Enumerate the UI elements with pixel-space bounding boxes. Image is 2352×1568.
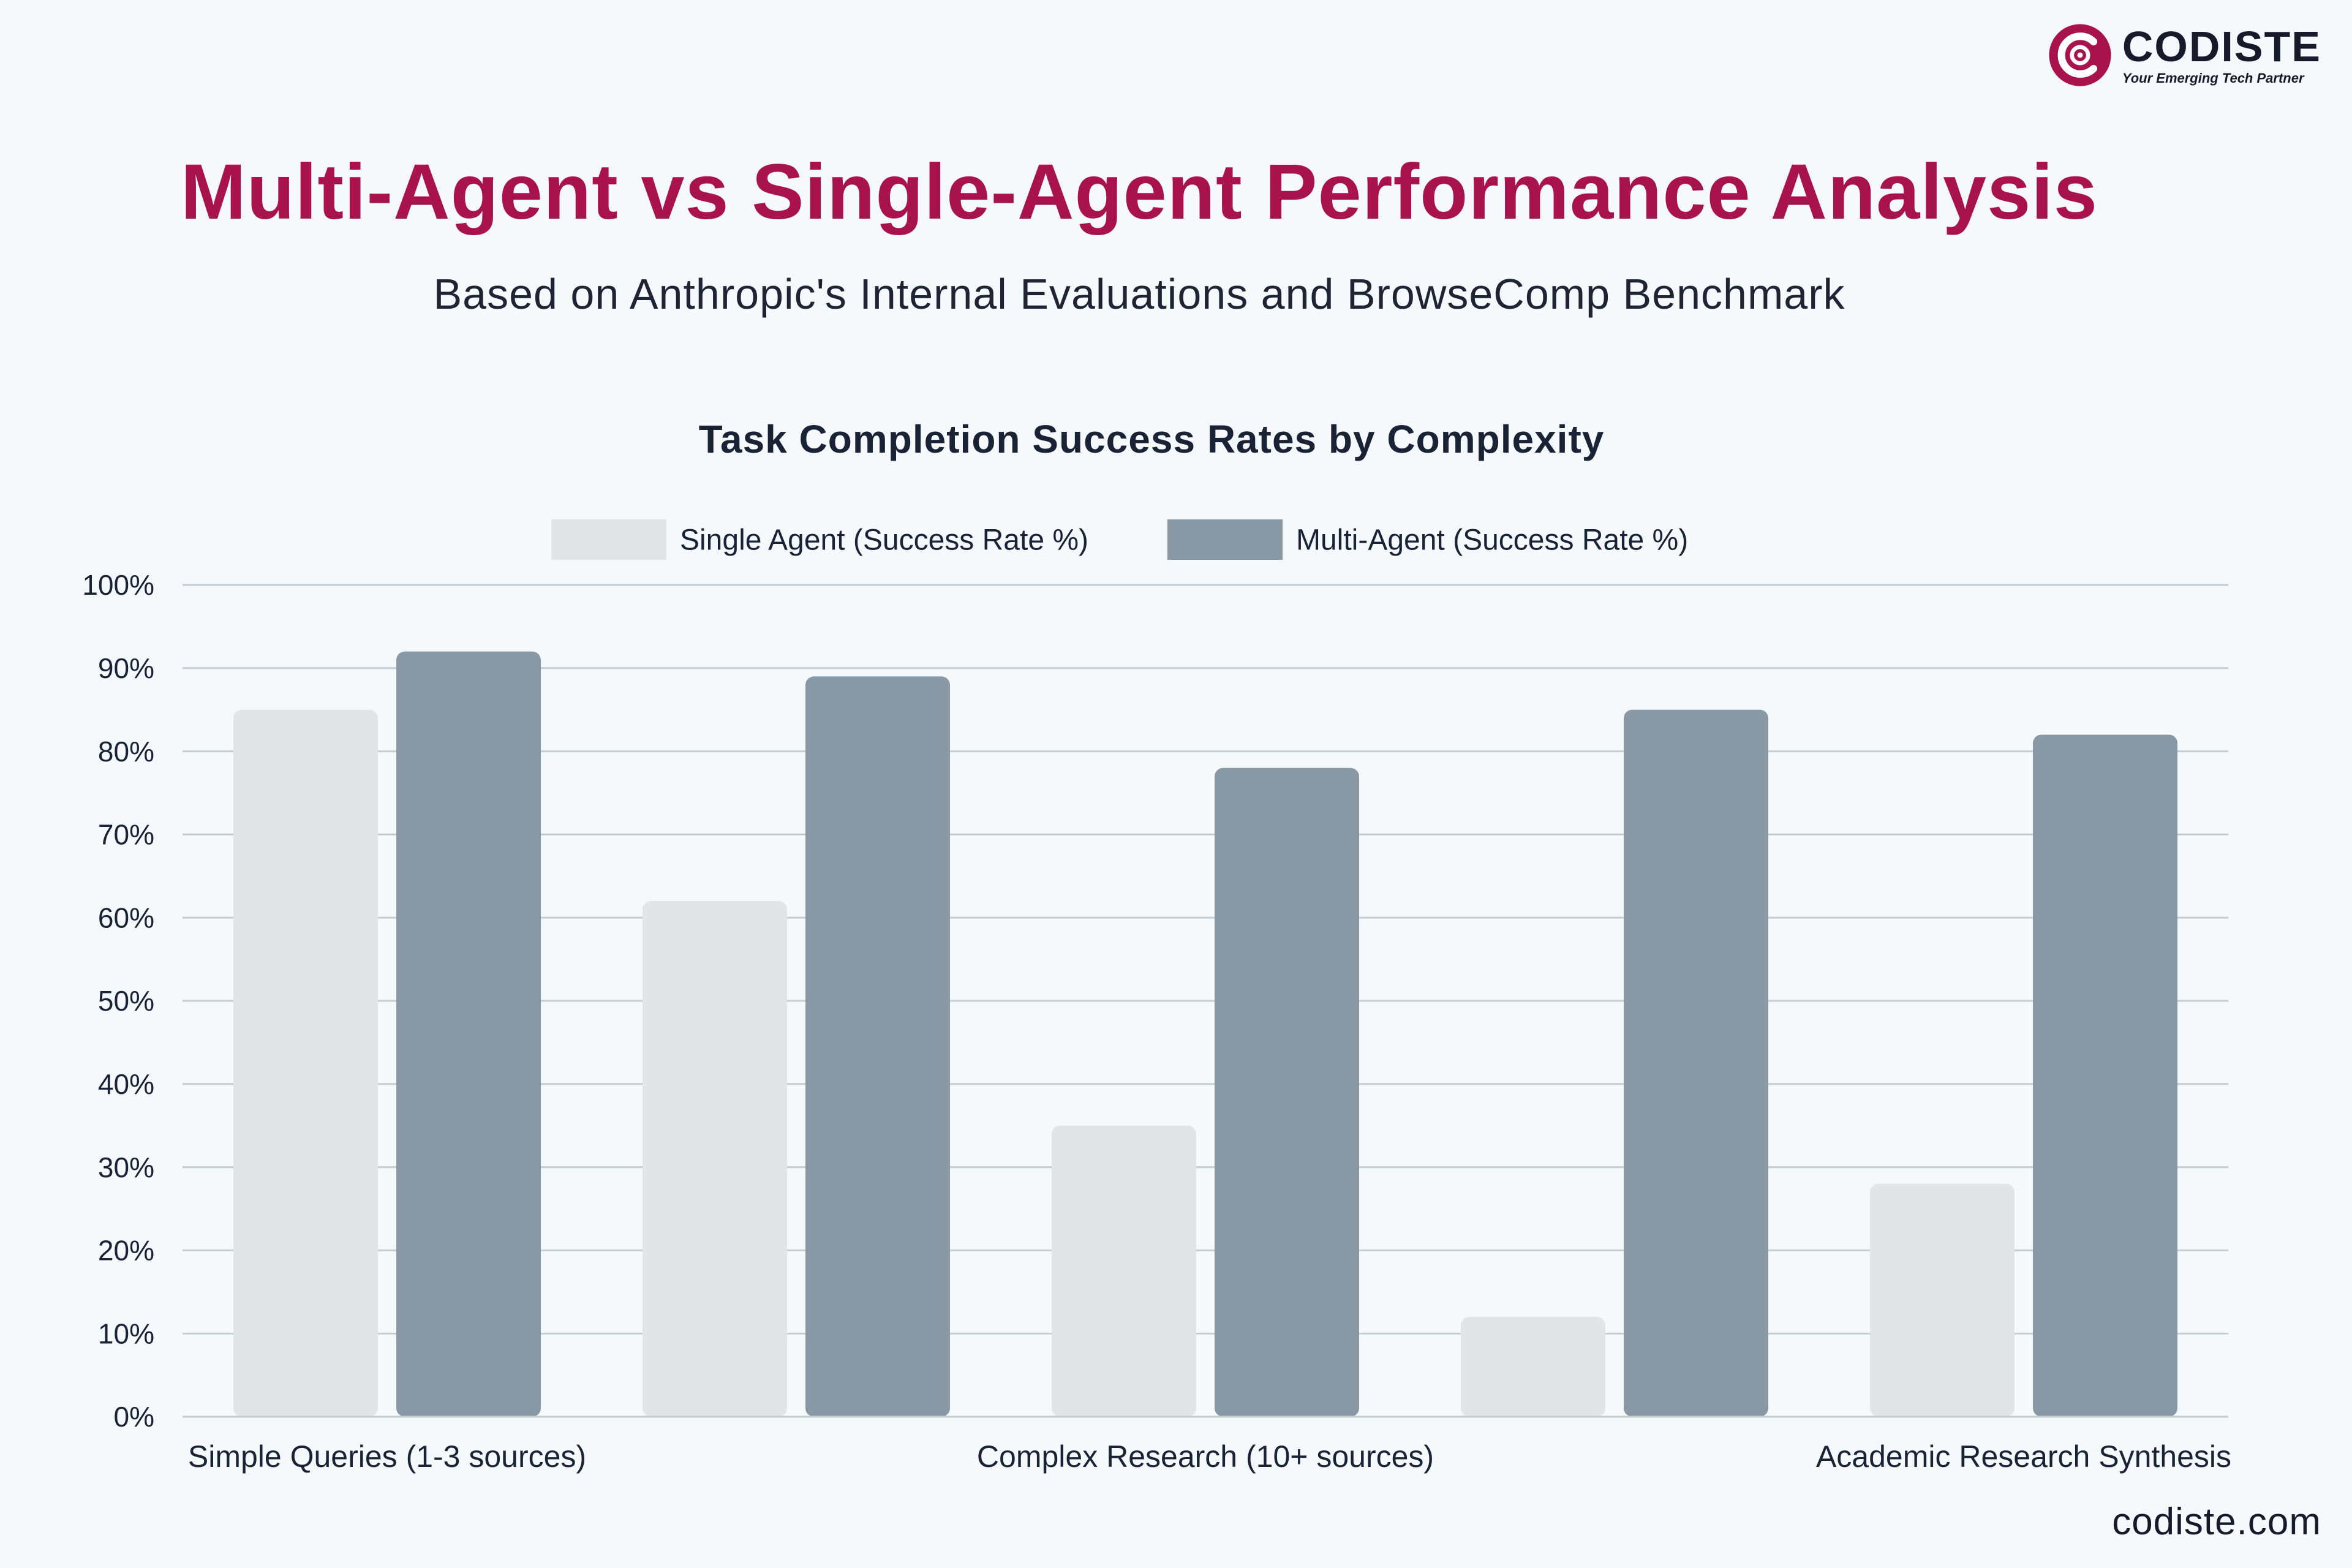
x-category-label: Simple Queries (1-3 sources) [188,1439,586,1474]
single-agent-bar [233,709,378,1417]
multi-agent-bar [1215,767,1359,1417]
codiste-logo: CODISTE Your Emerging Tech Partner [2046,21,2321,89]
legend-label-single-agent: Single Agent (Success Rate %) [680,524,1088,557]
single-agent-bar [643,901,787,1417]
single-agent-bar [1052,1125,1196,1417]
x-category-label: Academic Research Synthesis [1816,1439,2231,1474]
single-agent-bar [1461,1317,1605,1417]
y-tick-label: 70% [98,819,154,851]
website-url: codiste.com [2112,1501,2321,1543]
page-title: Multi-Agent vs Single-Agent Performance … [180,148,2098,236]
brand-name: CODISTE [2122,23,2321,70]
legend-label-multi-agent: Multi-Agent (Success Rate %) [1296,524,1688,557]
y-tick-label: 50% [98,985,154,1017]
y-tick-label: 60% [98,902,154,933]
brand-tagline: Your Emerging Tech Partner [2122,70,2304,86]
multi-agent-bar [805,676,950,1417]
multi-agent-bar [1624,709,1768,1417]
y-tick-label: 100% [82,569,154,601]
y-tick-label: 40% [98,1068,154,1100]
y-tick-label: 10% [98,1317,154,1349]
y-tick-label: 80% [98,736,154,767]
single-agent-bar [1870,1183,2015,1417]
y-tick-label: 30% [98,1152,154,1183]
legend-swatch-multi-agent [1167,519,1283,560]
multi-agent-bar [2033,734,2177,1417]
y-tick-label: 20% [98,1235,154,1267]
chart-title: Task Completion Success Rates by Complex… [698,417,1605,461]
multi-agent-bar [396,651,541,1417]
page-subtitle: Based on Anthropic's Internal Evaluation… [433,270,1845,318]
legend-swatch-single-agent [551,519,666,560]
y-tick-label: 90% [98,652,154,684]
codiste-c-logo-icon [2049,24,2111,86]
x-category-label: Complex Research (10+ sources) [977,1439,1434,1474]
y-tick-label: 0% [114,1401,154,1433]
